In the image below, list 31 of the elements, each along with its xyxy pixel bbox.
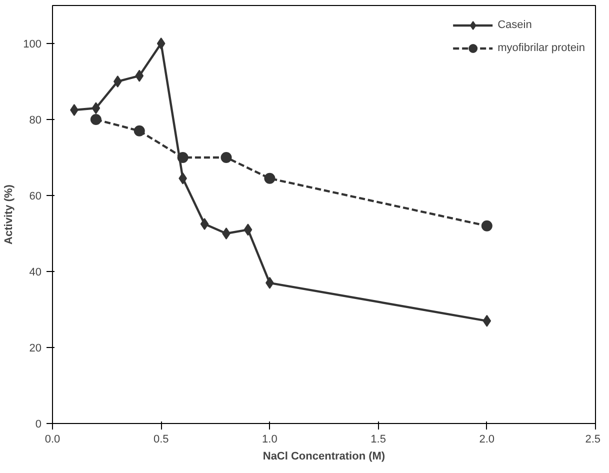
x-tick-label: 2.0 (479, 434, 495, 446)
legend-label: myofibrilar protein (498, 42, 585, 54)
point (264, 172, 276, 184)
point (220, 152, 232, 163)
point (481, 220, 492, 232)
x-axis-title: NaCl Concentration (M) (262, 450, 386, 462)
x-tick-label: 1.5 (370, 434, 386, 446)
x-tick-label: 0.5 (153, 434, 169, 446)
point (222, 228, 230, 240)
legend-label: Casein (498, 19, 532, 31)
y-tick-label: 100 (23, 38, 42, 50)
y-tick-label: 60 (29, 190, 42, 202)
y-tick-label: 80 (29, 114, 42, 126)
x-tick-label: 0.0 (44, 434, 60, 446)
point (70, 104, 78, 116)
y-tick-label: 40 (29, 266, 42, 278)
point (135, 70, 144, 82)
y-tick-label: 0 (35, 418, 42, 430)
point (90, 114, 102, 125)
y-axis-title: Activity (%) (3, 184, 16, 244)
point (113, 76, 122, 88)
x-tick-label: 1.0 (262, 434, 278, 446)
point (156, 38, 166, 50)
point (177, 152, 188, 163)
x-tick-label: 2.5 (585, 434, 601, 446)
point (200, 218, 209, 230)
y-tick-label: 20 (29, 342, 42, 354)
point (482, 314, 492, 327)
point (134, 125, 145, 136)
point (92, 102, 100, 114)
point (244, 224, 252, 236)
